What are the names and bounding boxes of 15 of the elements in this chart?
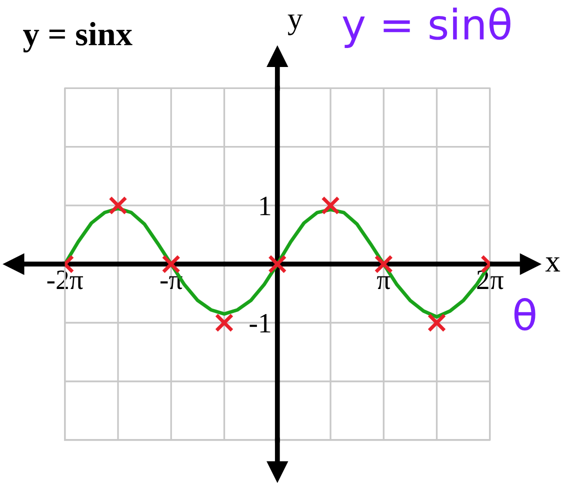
- text: θ: [514, 298, 536, 330]
- point: [321, 196, 340, 215]
- x-tick-label: π: [377, 276, 390, 290]
- text: y = sinθ: [342, 7, 510, 48]
- chart-title: y = sinx: [23, 22, 132, 52]
- point: [162, 254, 180, 274]
- y-axis-title: y: [288, 14, 303, 36]
- point: [108, 196, 128, 215]
- y-tick-label: 1: [260, 196, 270, 216]
- point: [427, 313, 446, 332]
- point: [214, 313, 234, 332]
- y-tick-label: -1: [250, 314, 270, 332]
- point: [268, 254, 287, 274]
- x-axis-title: x: [545, 257, 560, 272]
- point: [374, 254, 394, 274]
